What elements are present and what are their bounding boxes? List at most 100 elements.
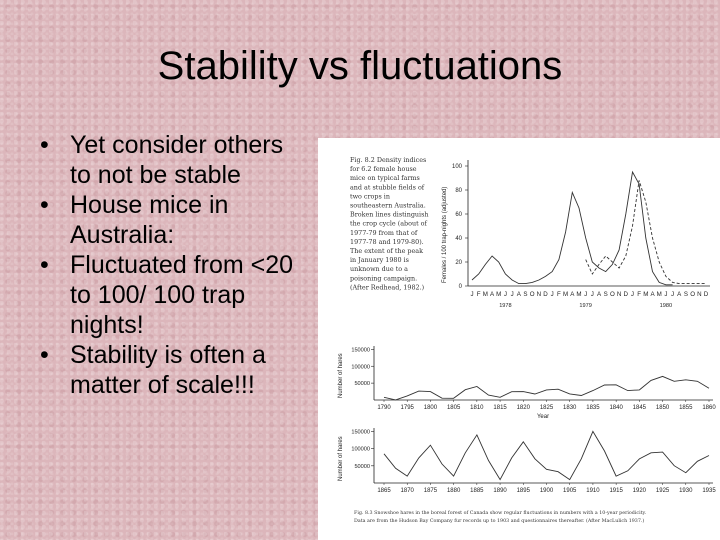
hare-b-x-tick-label: 1915 — [609, 488, 623, 494]
hare-a-y-tick-label: 150000 — [351, 347, 370, 353]
bullet-dot-icon: • — [40, 131, 49, 159]
mice-month-label: J — [671, 291, 674, 298]
mice-month-label: J — [511, 291, 514, 298]
bullet-line: to 100/ 100 trap — [70, 281, 246, 309]
mice-month-label: J — [584, 291, 587, 298]
hare-a-y-label: Number of hares — [338, 353, 344, 398]
mice-series-line — [471, 170, 673, 286]
figure-caption-line: (After Redhead, 1982.) — [350, 283, 424, 291]
mice-month-label: F — [637, 291, 641, 298]
mice-year-label: 1978 — [499, 303, 511, 309]
figure-caption-line: Broken lines distinguish — [350, 211, 429, 219]
mice-month-label: N — [617, 291, 621, 298]
bullet-item: • House mice in Australia: — [40, 190, 330, 250]
hare-a-x-tick-label: 1830 — [563, 405, 577, 411]
mice-month-label: D — [543, 291, 548, 298]
hare-a-x-tick-label: 1820 — [517, 405, 531, 411]
bullet-line: Fluctuated from <20 — [70, 251, 294, 279]
bullet-line: matter of scale!!! — [70, 371, 255, 399]
hare-b-x-tick-label: 1880 — [447, 488, 461, 494]
bullet-item: • Stability is often a matter of scale!!! — [40, 340, 330, 400]
mice-y-tick-label: 80 — [455, 188, 462, 194]
hare-b-x-tick-label: 1935 — [702, 488, 716, 494]
bullet-line: Yet consider others — [70, 131, 284, 159]
mice-month-label: A — [677, 291, 682, 298]
hare-b-x-tick-label: 1885 — [470, 488, 484, 494]
mice-month-label: M — [657, 291, 662, 298]
mice-month-label: M — [483, 291, 488, 298]
hare-b-x-tick-label: 1930 — [679, 488, 693, 494]
hare-a-x-tick-label: 1815 — [493, 405, 507, 411]
mice-month-label: M — [563, 291, 568, 298]
figure-caption-line: Fig. 8.2 Density indices — [350, 156, 426, 164]
mice-month-label: S — [604, 291, 608, 298]
figure-caption-line: the crop cycle (about of — [350, 220, 428, 228]
figure-caption-line: poisoning campaign. — [350, 274, 417, 282]
mice-month-label: A — [490, 291, 495, 298]
mice-y-tick-label: 60 — [455, 212, 462, 218]
hare-a-x-tick-label: 1850 — [656, 405, 670, 411]
figure-caption-line: 1977-78 and 1979-80). — [350, 238, 424, 246]
hare-b-x-tick-label: 1920 — [633, 488, 647, 494]
mice-month-label: A — [650, 291, 655, 298]
figure-caption-line: in January 1980 is — [350, 256, 409, 264]
hare-b-x-tick-label: 1910 — [586, 488, 600, 494]
mice-month-label: A — [570, 291, 575, 298]
figure-caption-line: and at stubble fields of — [350, 183, 425, 191]
mice-month-label: A — [517, 291, 522, 298]
bullet-dot-icon: • — [40, 251, 49, 279]
bullet-list: • Yet consider others to not be stable • Hou… — [40, 130, 330, 400]
mice-month-label: M — [576, 291, 581, 298]
hare-a-y-tick-label: 100000 — [351, 364, 370, 370]
hare-b-y-tick-label: 50000 — [354, 464, 370, 470]
hare-a-x-tick-label: 1825 — [540, 405, 554, 411]
mice-month-label: M — [643, 291, 648, 298]
mice-month-label: F — [477, 291, 481, 298]
mice-y-tick-label: 0 — [459, 284, 463, 290]
figure-caption-line: two crops in — [350, 192, 390, 200]
bullet-item: • Fluctuated from <20 to 100/ 100 trap nigh… — [40, 250, 330, 340]
mice-month-label: D — [624, 291, 629, 298]
figure-caption-line: 1977-79 from that of — [350, 229, 418, 237]
mice-month-label: J — [470, 291, 473, 298]
mice-month-label: J — [504, 291, 507, 298]
bullet-line: House mice in — [70, 191, 229, 219]
mice-series-line-dashed — [585, 180, 706, 285]
hare-b-x-tick-label: 1900 — [540, 488, 554, 494]
mice-month-label: J — [631, 291, 634, 298]
mice-month-label: A — [597, 291, 602, 298]
hare-a-x-tick-label: 1795 — [401, 405, 415, 411]
hare-a-x-tick-label: 1840 — [609, 405, 623, 411]
hare-b-series-line — [383, 430, 710, 481]
bullet-dot-icon: • — [40, 341, 49, 369]
mice-year-label: 1979 — [579, 303, 591, 309]
figure-caption-line: mice on typical farms — [350, 174, 420, 182]
mice-month-label: S — [523, 291, 527, 298]
mice-y-tick-label: 100 — [452, 164, 463, 170]
hare-a-series-line — [383, 375, 710, 401]
hare-a-x-tick-label: 1790 — [377, 405, 391, 411]
mice-year-label: 1980 — [660, 303, 672, 309]
slide-title: Stability vs fluctuations — [157, 44, 563, 88]
figure-caption-line: southeastern Australia. — [350, 202, 426, 210]
hare-b-y-tick-label: 100000 — [351, 447, 370, 453]
figure-caption-line: Data are from the Hudson Bay Company fur… — [354, 517, 644, 524]
mice-month-label: J — [551, 291, 554, 298]
mice-month-label: S — [684, 291, 688, 298]
mice-month-label: O — [530, 291, 535, 298]
mice-month-label: D — [704, 291, 709, 298]
mice-month-label: F — [557, 291, 561, 298]
figure-image: Fig. 8.2 Density indices for 6.2 female h… — [318, 138, 720, 540]
figure-caption-line: The extent of the peak — [350, 247, 423, 255]
mice-month-label: N — [697, 291, 701, 298]
mice-y-tick-label: 40 — [455, 236, 462, 242]
hare-a-x-tick-label: 1835 — [586, 405, 600, 411]
bullet-line: Australia: — [70, 221, 175, 249]
hare-b-x-tick-label: 1890 — [493, 488, 507, 494]
hare-a-x-tick-label: 1860 — [702, 405, 716, 411]
bullet-dot-icon: • — [40, 191, 49, 219]
mice-y-tick-label: 20 — [455, 260, 462, 266]
hare-b-y-label: Number of hares — [338, 436, 344, 481]
bullet-line: nights! — [70, 311, 144, 339]
